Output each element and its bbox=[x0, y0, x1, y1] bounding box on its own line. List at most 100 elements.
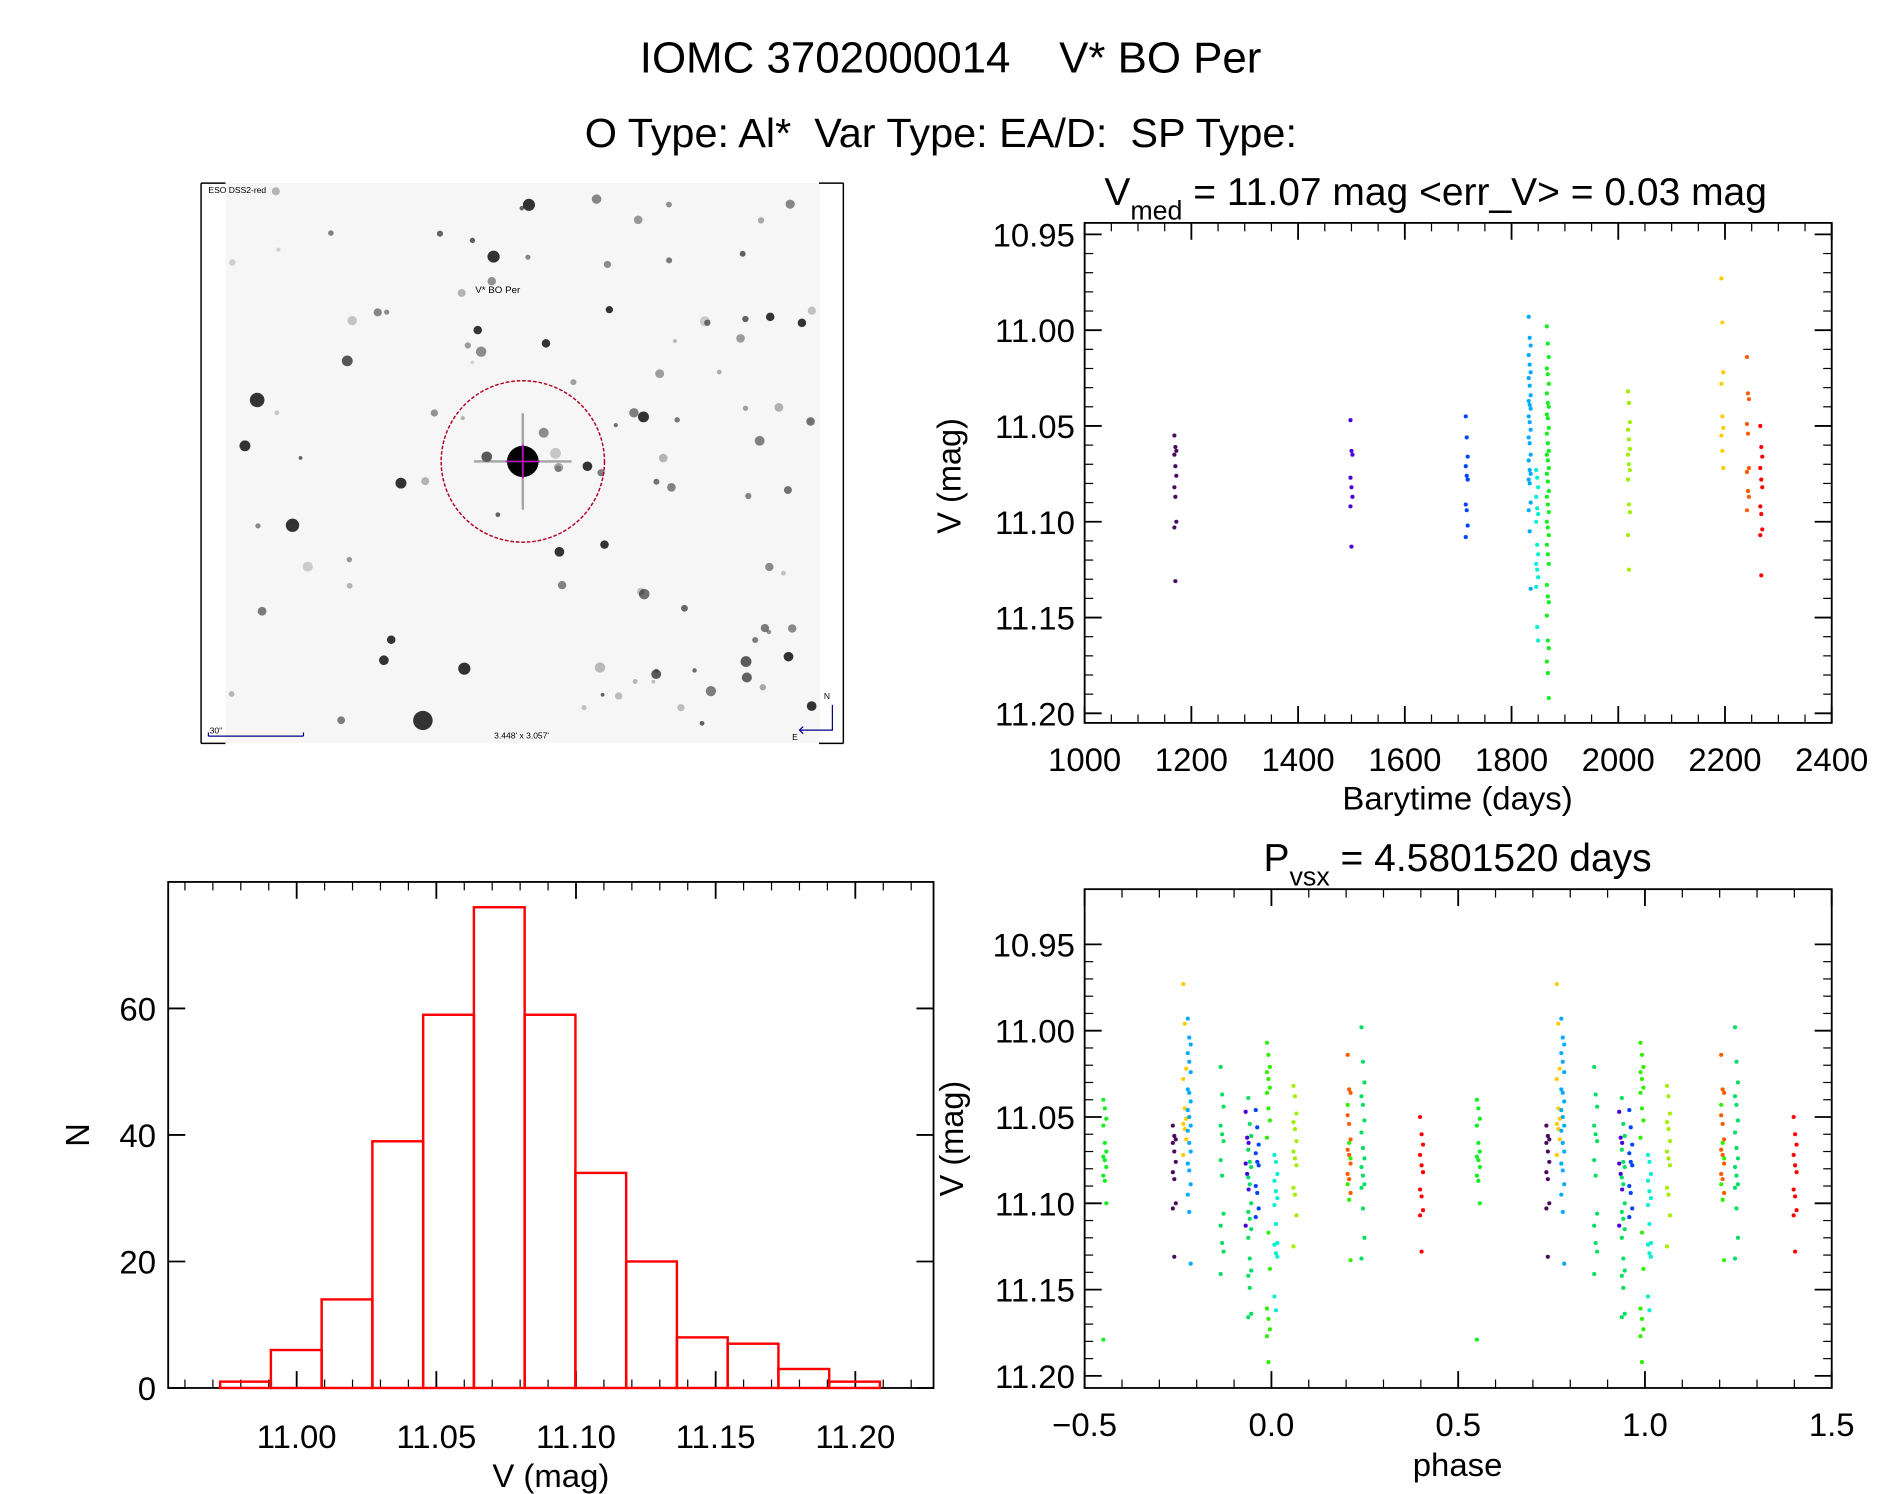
star bbox=[704, 319, 711, 326]
data-point bbox=[1547, 1137, 1552, 1142]
data-point bbox=[1735, 1156, 1741, 1161]
star bbox=[806, 417, 815, 426]
histogram-bar bbox=[675, 1336, 729, 1390]
data-point bbox=[1560, 1035, 1565, 1040]
data-point bbox=[1732, 1185, 1738, 1190]
data-point bbox=[1627, 1183, 1632, 1189]
data-point bbox=[1362, 1182, 1367, 1187]
data-point bbox=[1641, 1327, 1646, 1332]
histogram-bar bbox=[472, 906, 526, 1390]
data-point bbox=[1526, 353, 1531, 358]
data-point bbox=[1419, 1194, 1424, 1199]
data-point bbox=[1546, 533, 1551, 538]
star bbox=[554, 546, 565, 557]
data-point bbox=[1647, 1221, 1652, 1227]
title-rest: = 11.07 mag <err_V> = 0.03 mag bbox=[1182, 171, 1766, 214]
data-point bbox=[1735, 1182, 1741, 1187]
star bbox=[594, 662, 606, 673]
data-point bbox=[1527, 481, 1532, 486]
data-point bbox=[1545, 479, 1550, 484]
star bbox=[603, 260, 612, 269]
target-label: V* BO Per bbox=[475, 285, 521, 296]
data-point bbox=[1463, 414, 1468, 419]
data-point bbox=[1546, 510, 1551, 515]
data-point bbox=[1264, 1040, 1270, 1045]
phase-curve-panel: Pvsx = 4.5801520 days phase V (mag) −0.5… bbox=[933, 837, 1855, 1483]
data-point bbox=[1732, 1025, 1738, 1030]
x-tick-label: 11.10 bbox=[536, 1418, 616, 1455]
data-point bbox=[1544, 582, 1549, 588]
star bbox=[677, 704, 685, 712]
star bbox=[673, 339, 677, 343]
data-point bbox=[1760, 454, 1765, 459]
star bbox=[582, 461, 593, 472]
data-point bbox=[1545, 341, 1550, 346]
data-point bbox=[1534, 467, 1539, 473]
star bbox=[522, 198, 536, 211]
star bbox=[436, 230, 444, 237]
data-point bbox=[1528, 586, 1533, 591]
data-point bbox=[1641, 1118, 1646, 1123]
data-point bbox=[1347, 1152, 1352, 1158]
title-subscript: vsx bbox=[1290, 862, 1331, 892]
data-point bbox=[1102, 1106, 1107, 1111]
data-point bbox=[1174, 519, 1179, 524]
star bbox=[487, 250, 500, 263]
data-point bbox=[1291, 1120, 1296, 1125]
data-point bbox=[1592, 1272, 1597, 1277]
data-point bbox=[1291, 1244, 1296, 1249]
data-point bbox=[1535, 625, 1540, 630]
data-point bbox=[1559, 1051, 1564, 1056]
data-point bbox=[1345, 1113, 1350, 1118]
data-point bbox=[1628, 1125, 1633, 1130]
data-point bbox=[1628, 1190, 1633, 1195]
data-point bbox=[1744, 421, 1750, 427]
data-point bbox=[1621, 1216, 1626, 1221]
data-point bbox=[1722, 1156, 1727, 1161]
data-point bbox=[1247, 1256, 1252, 1261]
data-point bbox=[1732, 1094, 1738, 1099]
data-point bbox=[1418, 1114, 1423, 1120]
data-point bbox=[1722, 1090, 1727, 1095]
data-point bbox=[1246, 1315, 1251, 1320]
star bbox=[481, 451, 493, 463]
survey-label: ESO DSS2-red bbox=[208, 185, 266, 195]
data-point bbox=[1621, 1256, 1626, 1261]
data-point bbox=[1719, 1147, 1724, 1152]
data-point bbox=[1528, 393, 1533, 398]
data-point bbox=[1619, 1175, 1624, 1180]
data-point bbox=[1173, 464, 1178, 469]
data-point bbox=[1545, 1254, 1550, 1259]
data-point bbox=[1794, 1208, 1799, 1213]
x-tick-label: 2000 bbox=[1582, 741, 1655, 778]
data-point bbox=[1362, 1080, 1367, 1085]
x-tick-label: 11.15 bbox=[676, 1418, 756, 1455]
star bbox=[373, 308, 382, 317]
y-tick-label: 11.00 bbox=[995, 312, 1075, 349]
data-point bbox=[1619, 1147, 1624, 1152]
data-point bbox=[1554, 1076, 1559, 1082]
star bbox=[742, 405, 749, 411]
data-point bbox=[1418, 1213, 1423, 1218]
histogram-bar bbox=[421, 1013, 476, 1390]
data-point bbox=[1359, 1025, 1364, 1030]
data-point bbox=[1746, 466, 1751, 471]
data-point bbox=[1264, 1135, 1270, 1140]
data-point bbox=[1562, 1099, 1567, 1104]
data-point bbox=[1294, 1213, 1299, 1218]
data-point bbox=[1474, 1173, 1479, 1178]
data-point bbox=[1545, 1177, 1550, 1182]
data-point bbox=[1273, 1221, 1278, 1227]
data-point bbox=[1172, 525, 1177, 530]
data-point bbox=[1545, 671, 1550, 676]
data-point bbox=[1418, 1152, 1423, 1158]
data-point bbox=[1272, 1178, 1277, 1183]
star bbox=[651, 679, 656, 684]
star bbox=[276, 247, 281, 252]
data-point bbox=[1793, 1132, 1798, 1137]
histogram-bar bbox=[523, 1013, 577, 1390]
data-point bbox=[1559, 1108, 1564, 1113]
data-point bbox=[1618, 1135, 1623, 1140]
data-point bbox=[1464, 435, 1469, 440]
data-point bbox=[1528, 343, 1533, 348]
